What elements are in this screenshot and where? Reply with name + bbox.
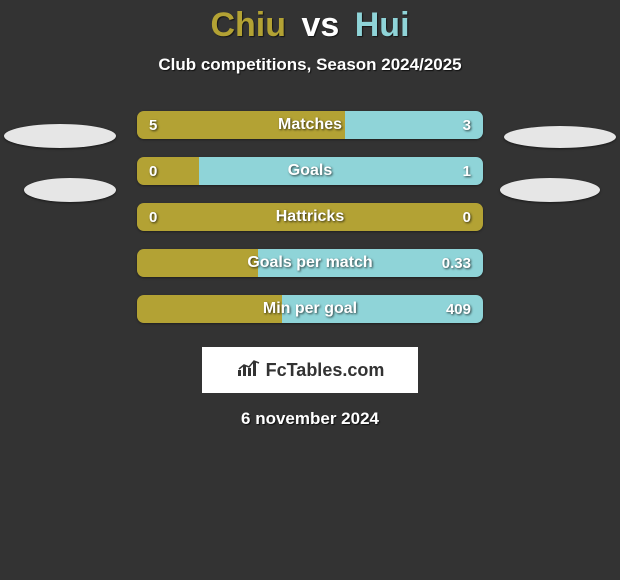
decor-ellipse	[24, 178, 116, 202]
player2-name: Hui	[355, 6, 410, 44]
stat-bar-right	[258, 249, 483, 277]
decor-ellipse	[4, 124, 116, 148]
stat-row: Matches53	[137, 111, 483, 139]
player1-name: Chiu	[210, 6, 286, 44]
stat-row: Min per goal409	[137, 295, 483, 323]
chart-icon	[236, 358, 262, 383]
page-title: Chiu vs Hui	[0, 0, 620, 45]
stat-bar-left	[137, 295, 282, 323]
stat-bar-left	[137, 111, 345, 139]
stat-bar-right	[282, 295, 483, 323]
decor-ellipse	[504, 126, 616, 148]
stat-bar-left	[137, 157, 199, 185]
subtitle: Club competitions, Season 2024/2025	[0, 55, 620, 75]
stat-bar-left	[137, 203, 483, 231]
logo-text: FcTables.com	[266, 360, 385, 381]
decor-ellipse	[500, 178, 600, 202]
stat-row: Goals per match0.33	[137, 249, 483, 277]
stat-bar-left	[137, 249, 258, 277]
stat-bar-right	[345, 111, 483, 139]
snapshot-date: 6 november 2024	[0, 409, 620, 429]
comparison-bars: Matches53 Goals01 Hattricks00 Goals per mat…	[137, 111, 483, 323]
stat-row: Goals01	[137, 157, 483, 185]
stat-row: Hattricks00	[137, 203, 483, 231]
versus-text: vs	[301, 6, 339, 44]
fctables-logo[interactable]: FcTables.com	[202, 347, 418, 393]
stat-bar-right	[199, 157, 483, 185]
